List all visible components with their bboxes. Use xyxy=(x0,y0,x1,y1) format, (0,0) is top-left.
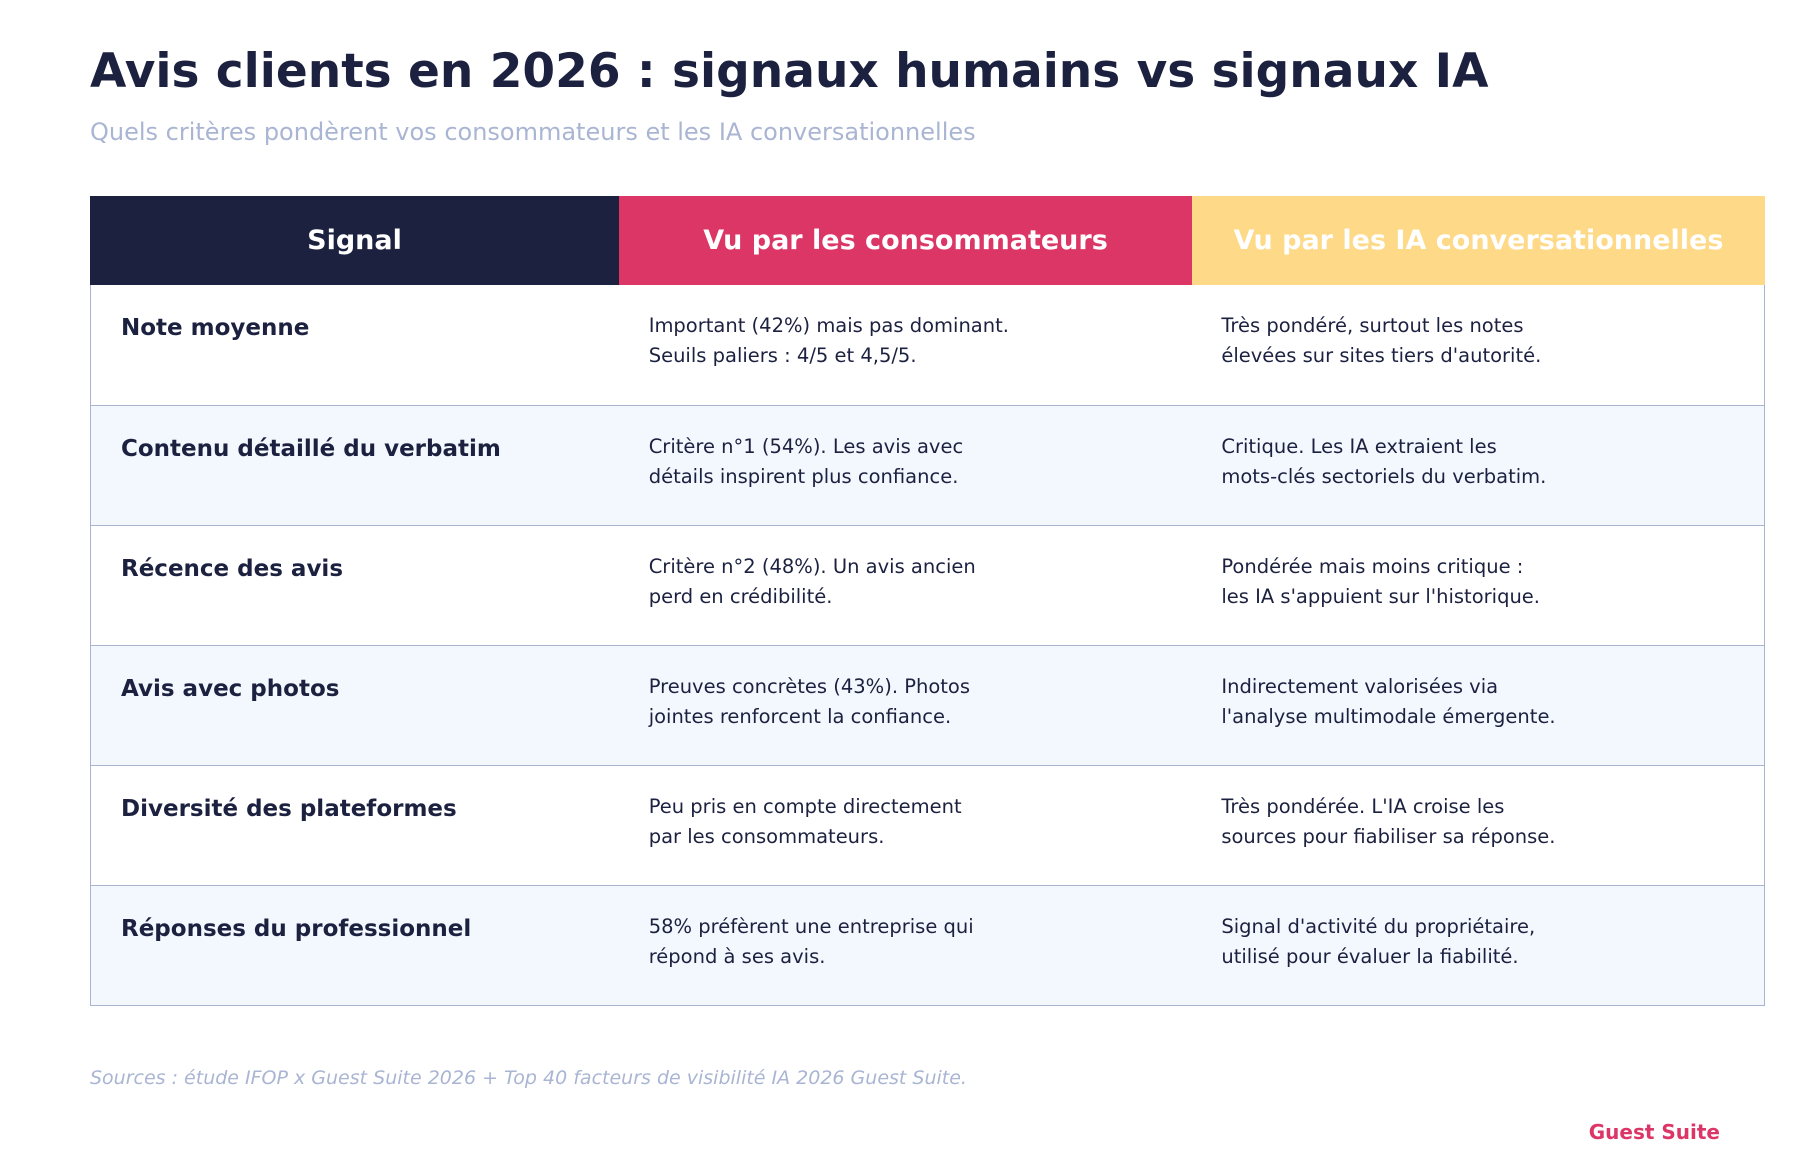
signal-cell: Contenu détaillé du verbatim xyxy=(91,406,619,525)
page-subtitle: Quels critères pondèrent vos consommateu… xyxy=(90,118,976,146)
ai-text-line: Pondérée mais moins critique : xyxy=(1221,555,1524,578)
signal-label: Récence des avis xyxy=(121,556,344,582)
consumers-text-line: perd en crédibilité. xyxy=(648,585,833,608)
ai-cell: Signal d'activité du propriétaire, utili… xyxy=(1191,886,1764,1005)
ai-text-line: Très pondéré, surtout les notes xyxy=(1221,314,1524,337)
table-row: Contenu détaillé du verbatim Critère n°1… xyxy=(91,405,1764,525)
consumers-text-line: détails inspirent plus confiance. xyxy=(648,465,959,488)
consumers-cell: Peu pris en compte directement par les c… xyxy=(619,766,1192,885)
consumers-cell: Preuves concrètes (43%). Photos jointes … xyxy=(619,646,1192,765)
consumers-text-line: Important (42%) mais pas dominant. xyxy=(648,314,1009,337)
consumers-cell: Important (42%) mais pas dominant. Seuil… xyxy=(619,285,1192,405)
ai-text-line: Très pondérée. L'IA croise les xyxy=(1221,795,1505,818)
consumers-cell: Critère n°2 (48%). Un avis ancien perd e… xyxy=(619,526,1192,645)
ai-text-line: sources pour fiabiliser sa réponse. xyxy=(1221,825,1556,848)
ai-text-line: Indirectement valorisées via xyxy=(1221,675,1499,698)
header-ai: Vu par les IA conversationnelles xyxy=(1192,196,1765,285)
consumers-text-line: Peu pris en compte directement xyxy=(648,795,962,818)
signal-label: Diversité des plateformes xyxy=(121,796,457,822)
consumers-cell: 58% préfèrent une entreprise qui répond … xyxy=(619,886,1192,1005)
table-row: Récence des avis Critère n°2 (48%). Un a… xyxy=(91,525,1764,645)
table-body: Note moyenne Important (42%) mais pas do… xyxy=(90,285,1765,1006)
consumers-text-line: Preuves concrètes (43%). Photos xyxy=(648,675,970,698)
ai-cell: Pondérée mais moins critique : les IA s'… xyxy=(1191,526,1764,645)
ai-text-line: Signal d'activité du propriétaire, xyxy=(1221,915,1536,938)
ai-text-line: l'analyse multimodale émergente. xyxy=(1221,705,1556,728)
consumers-text-line: répond à ses avis. xyxy=(648,945,826,968)
sources-note: Sources : étude IFOP x Guest Suite 2026 … xyxy=(90,1067,967,1089)
consumers-text-line: jointes renforcent la confiance. xyxy=(648,705,952,728)
signal-cell: Récence des avis xyxy=(91,526,619,645)
table-header-row: Signal Vu par les consommateurs Vu par l… xyxy=(90,196,1765,285)
ai-text-line: mots-clés sectoriels du verbatim. xyxy=(1221,465,1547,488)
consumers-text-line: 58% préfèrent une entreprise qui xyxy=(648,915,974,938)
signal-label: Avis avec photos xyxy=(121,676,340,702)
header-consumers: Vu par les consommateurs xyxy=(619,196,1192,285)
ai-text-line: Critique. Les IA extraient les xyxy=(1221,435,1497,458)
consumers-text-line: Critère n°1 (54%). Les avis avec xyxy=(648,435,964,458)
consumers-cell: Critère n°1 (54%). Les avis avec détails… xyxy=(619,406,1192,525)
header-signal: Signal xyxy=(90,196,619,285)
signal-label: Contenu détaillé du verbatim xyxy=(121,436,501,462)
ai-cell: Très pondéré, surtout les notes élevées … xyxy=(1191,285,1764,405)
signal-cell: Note moyenne xyxy=(91,285,619,405)
ai-cell: Très pondérée. L'IA croise les sources p… xyxy=(1191,766,1764,885)
ai-cell: Indirectement valorisées via l'analyse m… xyxy=(1191,646,1764,765)
signal-cell: Réponses du professionnel xyxy=(91,886,619,1005)
ai-text-line: les IA s'appuient sur l'historique. xyxy=(1221,585,1540,608)
consumers-text-line: Critère n°2 (48%). Un avis ancien xyxy=(648,555,976,578)
table-row: Avis avec photos Preuves concrètes (43%)… xyxy=(91,645,1764,765)
page-title: Avis clients en 2026 : signaux humains v… xyxy=(90,44,1489,99)
brand-logo: Guest Suite xyxy=(1588,1120,1720,1144)
signal-cell: Avis avec photos xyxy=(91,646,619,765)
ai-text-line: utilisé pour évaluer la fiabilité. xyxy=(1221,945,1519,968)
consumers-text-line: par les consommateurs. xyxy=(648,825,885,848)
consumers-text-line: Seuils paliers : 4/5 et 4,5/5. xyxy=(648,344,917,367)
signal-cell: Diversité des plateformes xyxy=(91,766,619,885)
ai-text-line: élevées sur sites tiers d'autorité. xyxy=(1221,344,1542,367)
ai-cell: Critique. Les IA extraient les mots-clés… xyxy=(1191,406,1764,525)
table-row: Note moyenne Important (42%) mais pas do… xyxy=(91,285,1764,405)
signal-label: Réponses du professionnel xyxy=(121,916,472,942)
table-row: Diversité des plateformes Peu pris en co… xyxy=(91,765,1764,885)
comparison-table: Signal Vu par les consommateurs Vu par l… xyxy=(90,196,1765,1006)
signal-label: Note moyenne xyxy=(121,315,310,341)
table-row: Réponses du professionnel 58% préfèrent … xyxy=(91,885,1764,1005)
